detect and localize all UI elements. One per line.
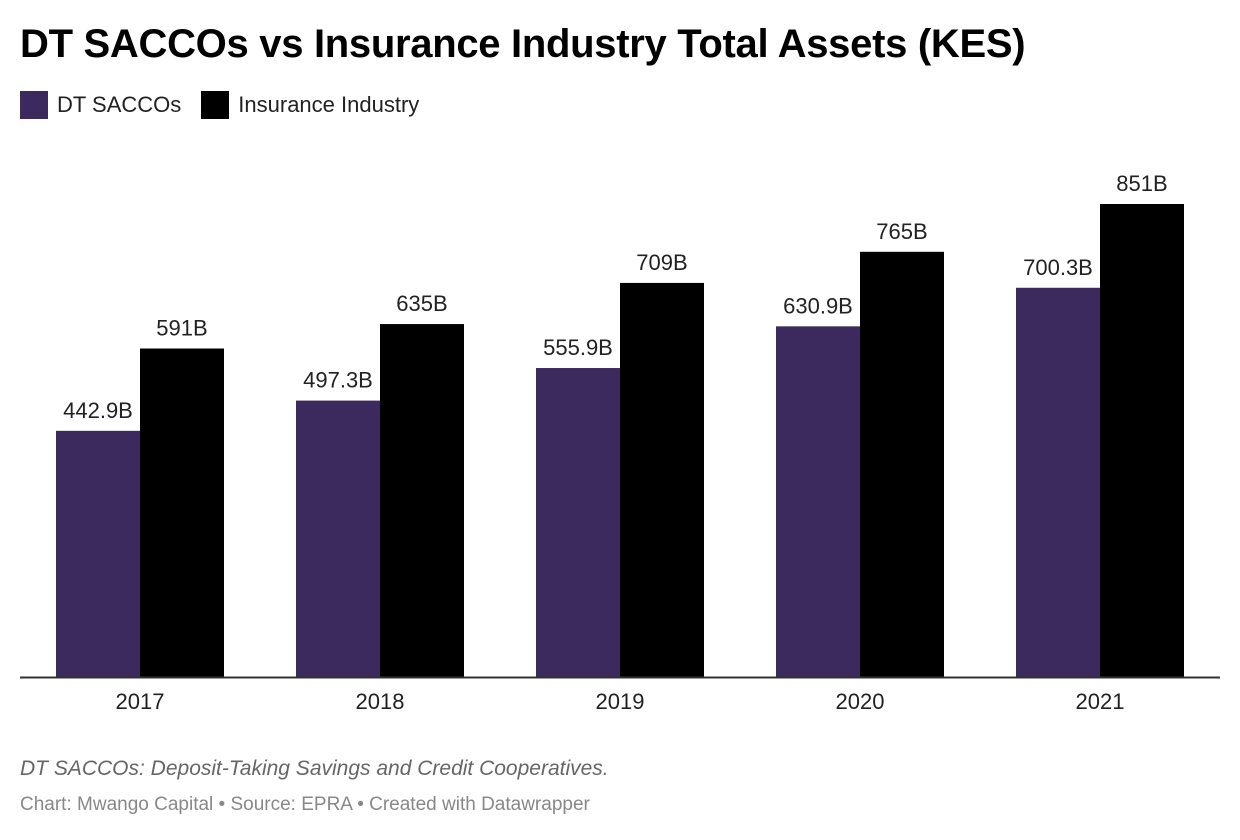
x-tick-label-2019: 2019 [596,689,645,714]
x-tick-label-2020: 2020 [836,689,885,714]
data-label-dt-saccos-2018: 497.3B [303,368,373,393]
bar-dt-saccos-2017 [56,430,140,677]
data-label-insurance-industry-2019: 709B [636,250,687,275]
bar-dt-saccos-2020 [776,326,860,677]
legend-label-insurance-industry: Insurance Industry [238,92,420,117]
legend-swatch-insurance-industry [201,91,230,119]
bar-insurance-industry-2017 [140,348,224,677]
bar-dt-saccos-2021 [1016,287,1100,677]
bar-dt-saccos-2019 [536,368,620,677]
chart-notes: DT SACCOs: Deposit-Taking Savings and Cr… [20,757,609,780]
data-label-dt-saccos-2020: 630.9B [783,293,853,318]
x-tick-label-2017: 2017 [116,689,165,714]
data-label-insurance-industry-2020: 765B [876,219,927,244]
data-label-insurance-industry-2021: 851B [1116,171,1167,196]
bar-insurance-industry-2019 [620,282,704,677]
data-label-dt-saccos-2017: 442.9B [63,398,133,423]
data-label-insurance-industry-2017: 591B [156,316,207,341]
chart-title: DT SACCOs vs Insurance Industry Total As… [20,22,1026,66]
legend-item-insurance-industry: Insurance Industry [201,91,419,119]
bar-insurance-industry-2020 [860,251,944,677]
x-tick-label-2018: 2018 [356,689,405,714]
chart-credit: Chart: Mwango Capital • Source: EPRA • C… [20,794,590,815]
legend-swatch-dt-saccos [20,91,48,119]
bar-insurance-industry-2021 [1100,204,1184,677]
legend-label-dt-saccos: DT SACCOs [57,92,182,117]
legend-item-dt-saccos: DT SACCOs [20,91,181,119]
data-label-insurance-industry-2018: 635B [396,291,447,316]
data-label-dt-saccos-2019: 555.9B [543,335,613,360]
bar-dt-saccos-2018 [296,400,380,677]
x-tick-label-2021: 2021 [1076,689,1125,714]
data-label-dt-saccos-2021: 700.3B [1023,255,1093,280]
chart-legend: DT SACCOs Insurance Industry [20,91,439,119]
bar-insurance-industry-2018 [380,324,464,677]
